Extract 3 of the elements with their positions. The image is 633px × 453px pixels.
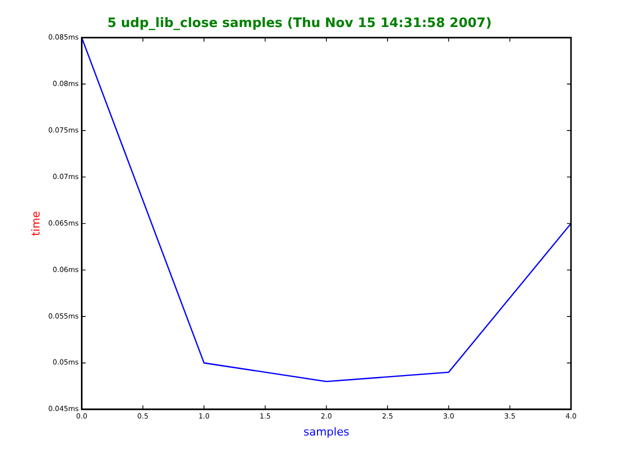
chart-title: 5 udp_lib_close samples (Thu Nov 15 14:31:58 2007) <box>107 16 492 32</box>
y-axis-title: time <box>29 210 42 236</box>
x-axis-title: samples <box>303 425 350 438</box>
